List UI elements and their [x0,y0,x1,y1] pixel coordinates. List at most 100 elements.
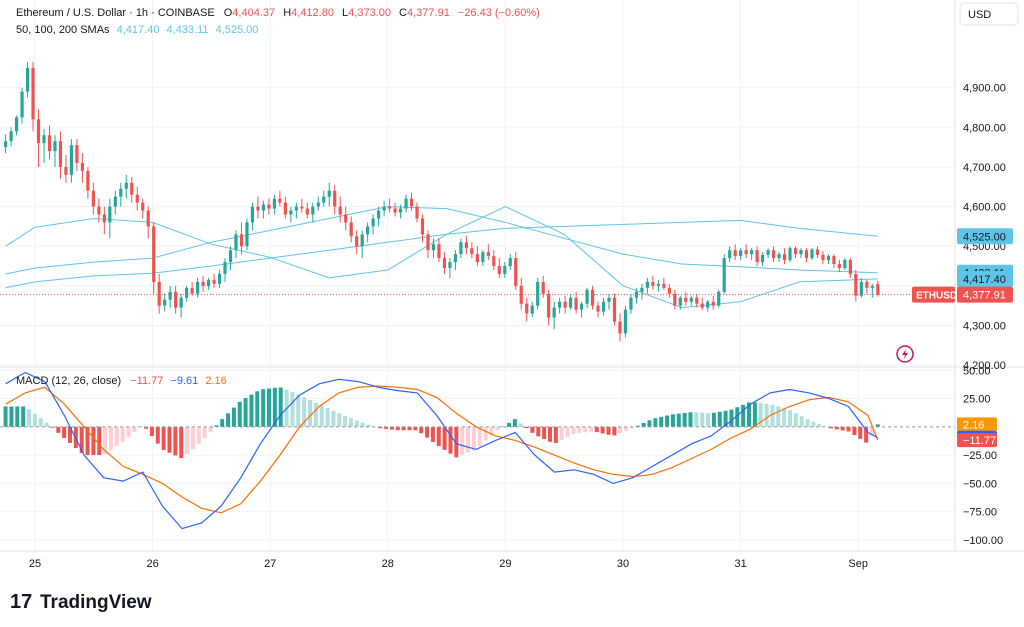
price-badge-last: 4,377.91 ETHUSD [912,286,1013,303]
candle [832,254,836,269]
histogram-bar [811,421,816,427]
candle [706,299,710,312]
svg-text:4,417.40: 4,417.40 [963,274,1006,286]
histogram-bar [319,405,324,427]
histogram-bar [747,402,752,427]
histogram-bar [190,426,195,450]
histogram-bar [302,397,307,427]
histogram-bar [325,408,330,427]
candle [185,285,189,302]
histogram-bar [85,426,90,456]
price-tick-label: 4,800.00 [963,122,1006,134]
candle [464,236,468,255]
candle [206,277,211,290]
time-tick-label: 29 [499,558,511,570]
macd-legend[interactable]: MACD (12, 26, close) −11.77 −9.61 2.16 [16,375,227,387]
candle [31,61,35,132]
candle [700,297,704,310]
candle [612,293,617,326]
histogram-bar [507,422,512,427]
histogram-bar [618,426,623,434]
time-axis[interactable]: 25 26 27 28 29 30 31 Sep [29,558,868,570]
time-tick-label: 25 [29,558,41,570]
candle [437,238,441,263]
histogram-bar [834,426,839,430]
candle [20,87,24,124]
histogram-bar [290,392,295,427]
close-label: C [399,7,407,19]
svg-text:4,525.00: 4,525.00 [963,231,1006,243]
tradingview-logo[interactable]: 17 TradingView [10,591,152,613]
time-tick-label: 28 [382,558,394,570]
macd-value-2: −9.61 [170,375,198,387]
candle [804,248,809,263]
candle [223,258,227,282]
candle [64,155,68,183]
legend-title[interactable]: Ethereum / U.S. Dollar · 1h · COINBASE O… [16,7,540,19]
histogram-bar [120,426,125,442]
svg-text:2.16: 2.16 [963,419,984,431]
lightning-icon[interactable] [896,345,914,363]
candle [870,283,874,298]
histogram-bar [430,426,435,443]
histogram-bar [577,426,582,434]
candle [163,293,167,312]
histogram-bar [489,426,494,436]
histogram-bar [471,426,476,451]
candle [234,230,238,259]
histogram-bar [875,424,880,427]
price-axis[interactable]: 4,200.004,300.004,400.004,500.004,600.00… [963,83,1006,372]
signal-line [5,385,879,514]
candle [596,301,600,318]
histogram-bar [864,426,869,443]
macd-line [5,371,879,530]
candle [420,214,425,243]
macd-axis[interactable]: 50.00 25.00 −25.00 −50.00 −75.00 −100.00 [963,365,1003,547]
candle [256,196,260,219]
histogram-bar [512,419,517,427]
candle [782,248,787,265]
candle [492,250,496,270]
histogram-bar [97,426,102,456]
candle [195,277,200,298]
candle [837,260,842,272]
macd-badge-signal: −11.77 [957,433,997,448]
histogram-bar [723,410,728,427]
candle [119,182,123,207]
candle [212,273,216,288]
histogram-bar [38,418,43,427]
candle [563,295,567,314]
currency-button[interactable]: USD [959,2,1019,26]
histogram-bar [44,422,49,427]
histogram-bar [272,387,277,427]
candle [4,134,8,154]
histogram-bar [612,426,617,436]
candle [261,200,266,219]
sma-line [5,206,878,275]
histogram-bar [126,426,131,437]
histogram-bar [641,422,646,427]
candle [601,297,606,316]
candle [75,139,79,171]
candle [69,139,74,183]
sma-label: 50, 100, 200 SMAs [16,24,110,36]
histogram-bar [688,412,693,427]
histogram-bar [249,394,254,427]
candle [393,202,397,217]
candle [146,206,150,239]
open-label: O [224,7,233,19]
candle [135,186,139,211]
histogram-bar [243,398,248,427]
histogram-bar [278,387,283,427]
histogram-bar [682,412,687,427]
candle [750,248,754,261]
candle [168,285,172,308]
histogram-bar [805,419,810,427]
histogram-bar [389,426,394,430]
candle [283,196,287,219]
histogram-bar [296,394,301,427]
sma-legend[interactable]: 50, 100, 200 SMAs 4,417.40 4,433.11 4,52… [16,24,258,36]
histogram-bar [571,426,576,434]
candle [755,246,759,267]
